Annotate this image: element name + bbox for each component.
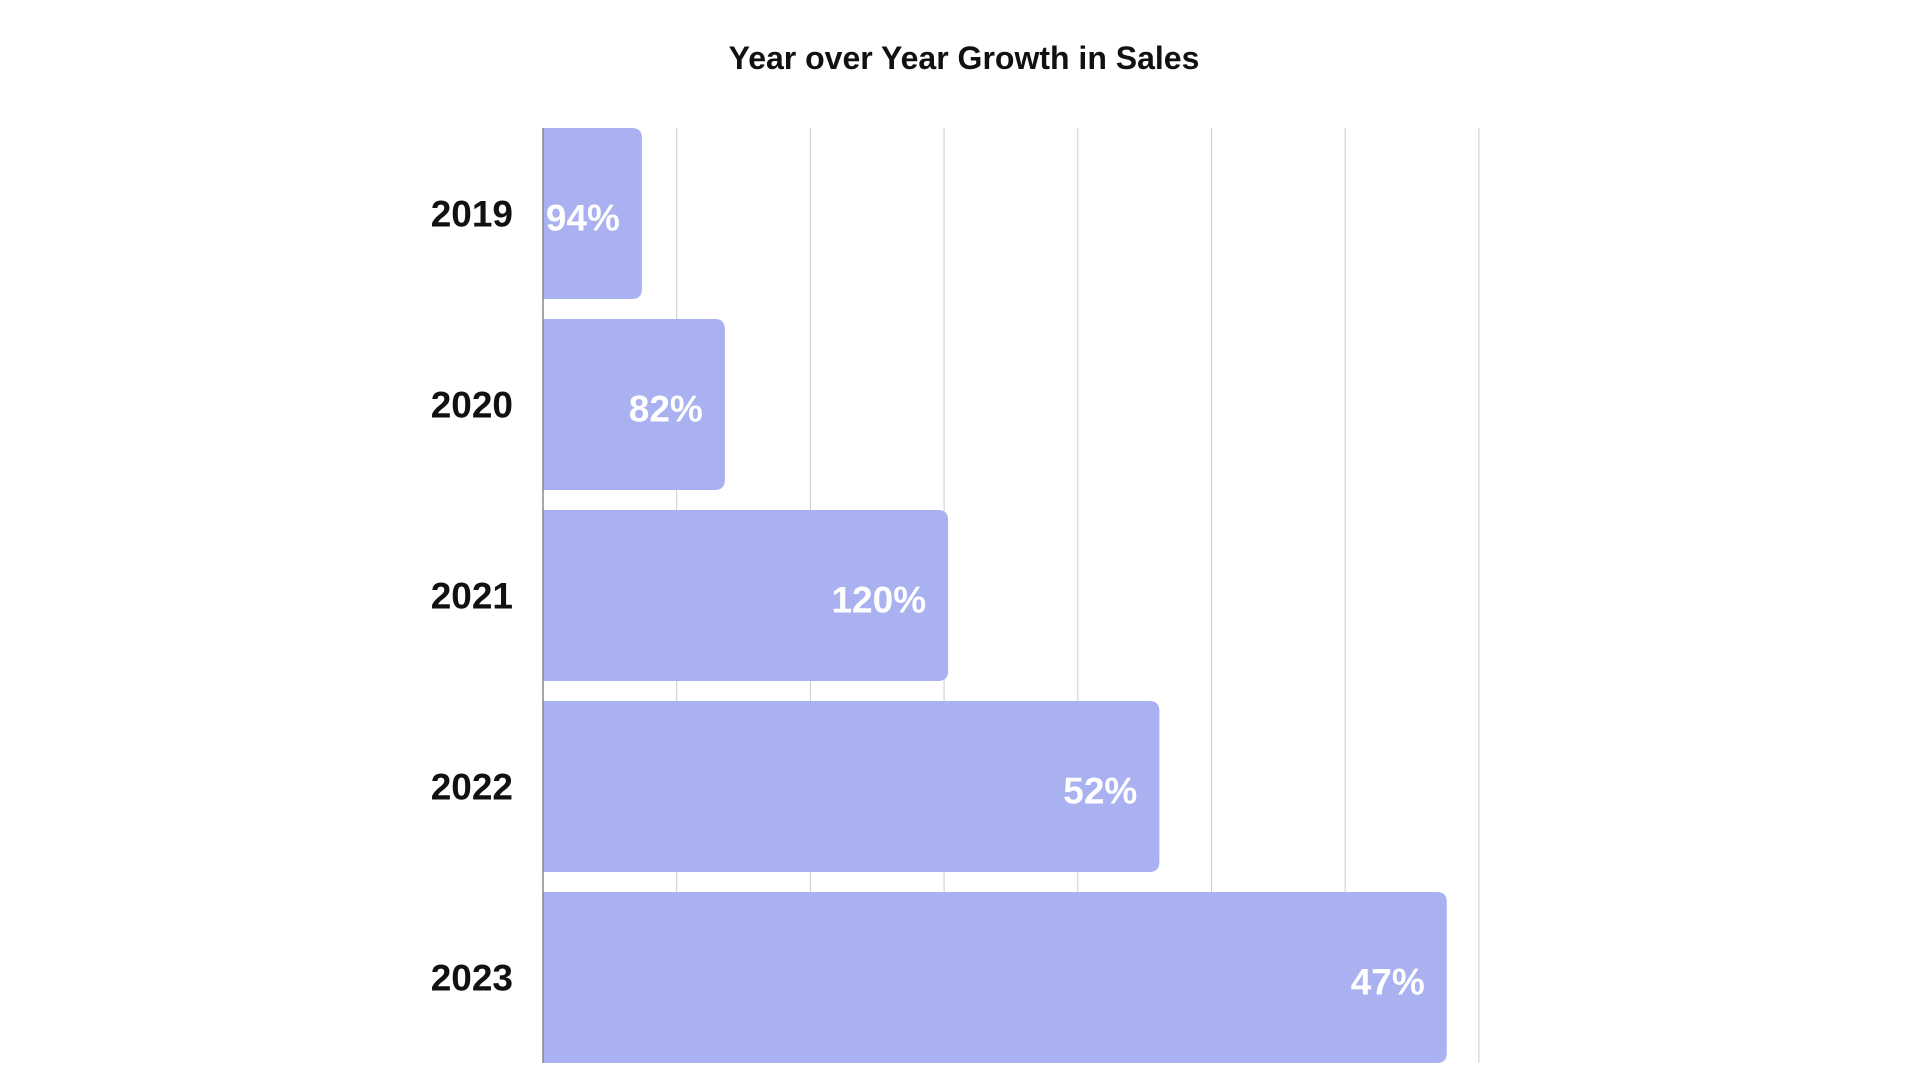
bar-2023	[543, 892, 1447, 1063]
data-label: 94%	[546, 198, 620, 239]
bar-2021	[543, 510, 949, 681]
bar-2019	[543, 128, 642, 299]
bar-2020	[543, 319, 725, 490]
y-tick-label: 2021	[431, 576, 513, 617]
data-label: 52%	[1063, 771, 1137, 812]
data-label: 120%	[831, 580, 926, 621]
y-tick-label: 2019	[431, 194, 513, 235]
y-tick-label: 2020	[431, 385, 513, 426]
y-tick-label: 2022	[431, 767, 513, 808]
chart-title: Year over Year Growth in Sales	[728, 40, 1200, 76]
y-tick-label: 2023	[431, 958, 513, 999]
data-label: 82%	[629, 389, 703, 430]
bar-2022	[543, 701, 1160, 872]
data-label: 47%	[1351, 962, 1425, 1003]
